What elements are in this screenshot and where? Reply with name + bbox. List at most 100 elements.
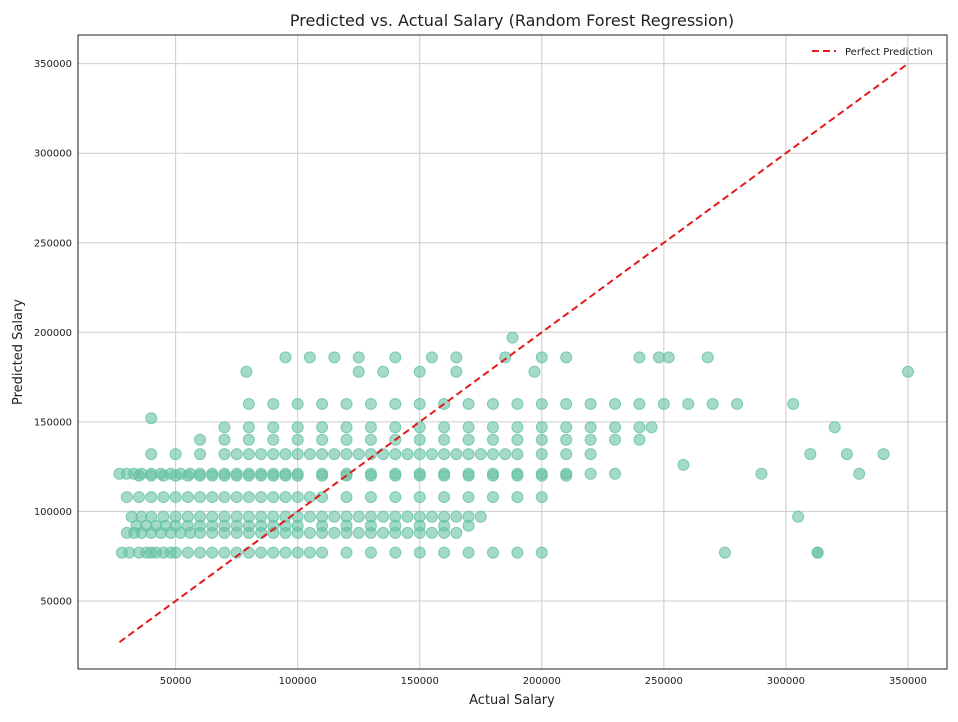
data-point — [267, 467, 280, 480]
data-point — [169, 448, 182, 461]
data-point — [206, 467, 219, 480]
data-point — [316, 433, 329, 446]
x-tick-label: 250000 — [645, 676, 683, 687]
data-point — [279, 519, 292, 532]
data-point — [377, 526, 390, 539]
data-point — [316, 421, 329, 434]
data-point — [242, 448, 255, 461]
data-point — [364, 421, 377, 434]
data-point — [425, 351, 438, 364]
data-point — [194, 433, 207, 446]
data-point — [267, 397, 280, 410]
data-point — [787, 397, 800, 410]
x-tick-label: 350000 — [889, 676, 927, 687]
data-point — [413, 421, 426, 434]
data-point — [811, 546, 824, 559]
y-tick-label: 50000 — [40, 596, 72, 607]
data-point — [364, 433, 377, 446]
data-point — [340, 519, 353, 532]
data-point — [181, 546, 194, 559]
data-point — [450, 448, 463, 461]
data-point — [303, 351, 316, 364]
x-tick-label: 100000 — [279, 676, 317, 687]
data-point — [328, 526, 341, 539]
data-point — [389, 546, 402, 559]
data-point — [425, 510, 438, 523]
data-point — [279, 546, 292, 559]
data-point — [560, 448, 573, 461]
data-point — [584, 448, 597, 461]
data-point — [194, 546, 207, 559]
data-point — [120, 491, 133, 504]
data-point — [535, 546, 548, 559]
data-point — [662, 351, 675, 364]
data-point — [535, 448, 548, 461]
data-point — [194, 467, 207, 480]
data-point — [535, 491, 548, 504]
data-point — [145, 412, 158, 425]
y-axis-label: Predicted Salary — [11, 299, 26, 405]
y-tick-label: 250000 — [34, 238, 72, 249]
data-point — [401, 510, 414, 523]
data-point — [609, 397, 622, 410]
data-point — [401, 448, 414, 461]
data-point — [645, 421, 658, 434]
data-point — [340, 397, 353, 410]
data-point — [584, 467, 597, 480]
data-point — [462, 448, 475, 461]
data-point — [633, 421, 646, 434]
data-point — [450, 526, 463, 539]
data-point — [677, 458, 690, 471]
data-point — [218, 421, 231, 434]
data-point — [242, 397, 255, 410]
data-point — [218, 519, 231, 532]
data-point — [731, 397, 744, 410]
data-point — [535, 467, 548, 480]
data-point — [364, 519, 377, 532]
data-point — [438, 491, 451, 504]
data-point — [450, 365, 463, 378]
data-point — [389, 448, 402, 461]
data-point — [291, 448, 304, 461]
data-point — [486, 397, 499, 410]
legend-label: Perfect Prediction — [845, 47, 933, 58]
data-point — [267, 546, 280, 559]
data-point — [230, 467, 243, 480]
data-point — [609, 433, 622, 446]
y-tick-label: 200000 — [34, 328, 72, 339]
data-point — [511, 397, 524, 410]
data-point — [340, 448, 353, 461]
data-point — [401, 526, 414, 539]
data-point — [230, 491, 243, 504]
data-point — [413, 448, 426, 461]
data-point — [486, 421, 499, 434]
data-point — [377, 510, 390, 523]
data-point — [194, 491, 207, 504]
data-point — [389, 519, 402, 532]
data-point — [877, 448, 890, 461]
data-point — [181, 519, 194, 532]
data-point — [377, 365, 390, 378]
plot-frame — [77, 34, 948, 670]
data-point — [462, 546, 475, 559]
y-tick-label: 300000 — [34, 149, 72, 160]
data-point — [450, 510, 463, 523]
data-point — [291, 467, 304, 480]
data-point — [389, 421, 402, 434]
data-point — [242, 491, 255, 504]
data-point — [389, 351, 402, 364]
data-point — [511, 421, 524, 434]
data-point — [718, 546, 731, 559]
data-point — [340, 433, 353, 446]
data-point — [194, 448, 207, 461]
data-point — [377, 448, 390, 461]
data-point — [584, 421, 597, 434]
data-point — [511, 491, 524, 504]
data-point — [316, 519, 329, 532]
data-point — [303, 526, 316, 539]
data-point — [255, 467, 268, 480]
scatter-points — [113, 331, 914, 559]
data-point — [425, 526, 438, 539]
